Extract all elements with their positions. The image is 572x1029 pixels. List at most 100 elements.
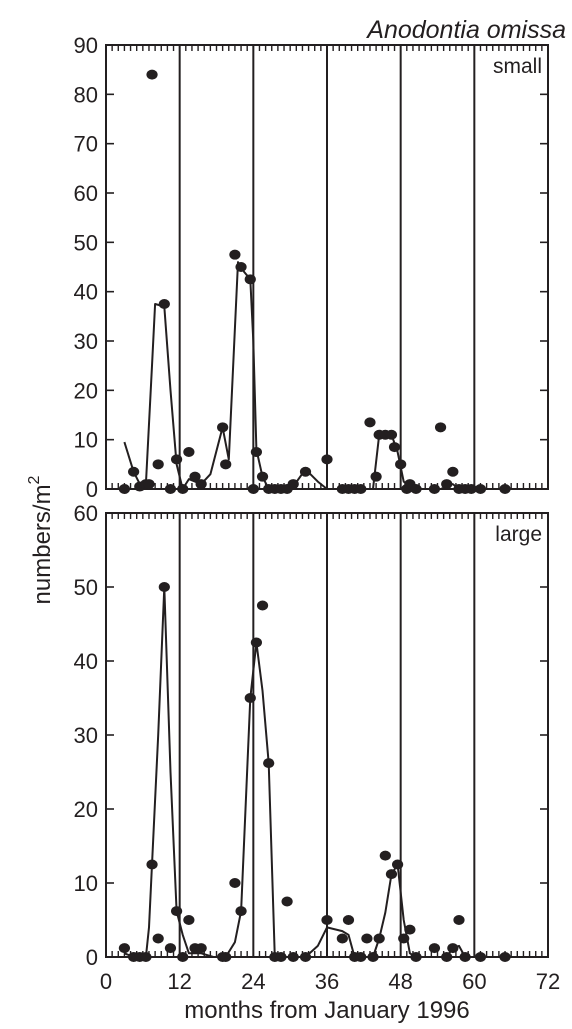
data-point <box>170 906 183 917</box>
data-point <box>146 69 158 80</box>
data-point <box>342 915 355 925</box>
x-axis-title: months from January 1996 <box>184 997 469 1024</box>
data-point <box>287 952 299 962</box>
data-point <box>410 952 422 962</box>
data-point <box>428 484 441 494</box>
y-tick-label: 90 <box>74 33 98 58</box>
data-point <box>364 417 376 428</box>
data-point <box>118 484 131 494</box>
x-tick-label: 36 <box>315 969 339 994</box>
data-point <box>388 442 401 453</box>
data-point <box>189 471 201 482</box>
data-point <box>321 454 333 465</box>
y-tick-label: 20 <box>74 797 98 822</box>
data-point <box>146 859 158 870</box>
data-point <box>336 933 348 944</box>
panel-small: 0 10 20 30 40 50 60 70 80 90 small <box>74 33 549 502</box>
y-axis-title: numbers/m2 <box>26 475 56 604</box>
data-point <box>158 582 170 592</box>
data-point <box>434 422 447 433</box>
data-point <box>453 915 465 925</box>
data-point <box>275 952 287 962</box>
data-point <box>465 484 477 494</box>
data-point <box>355 952 367 962</box>
data-point <box>229 878 241 888</box>
y-tick-label: 50 <box>74 575 98 600</box>
data-point <box>441 479 453 490</box>
y-tick-label: 40 <box>74 649 98 674</box>
data-point <box>140 952 152 962</box>
data-point <box>355 484 367 494</box>
data-point <box>177 484 189 494</box>
data-point <box>250 637 263 648</box>
data-point <box>367 952 379 962</box>
data-point <box>256 471 269 482</box>
x-tick-label: 0 <box>100 969 112 994</box>
y-tick-label: 60 <box>74 181 98 206</box>
panel-label: large <box>495 523 542 546</box>
x-tick-label: 72 <box>536 969 560 994</box>
data-point <box>441 952 453 962</box>
y-tick-label: 0 <box>86 477 98 502</box>
y-tick-label: 20 <box>74 378 98 403</box>
y-tick-label: 80 <box>74 82 98 107</box>
y-tick-label: 0 <box>86 945 98 970</box>
data-point <box>398 933 410 944</box>
data-point <box>395 459 407 470</box>
data-point <box>474 484 487 494</box>
data-point <box>235 906 247 917</box>
data-point <box>499 484 511 494</box>
x-tick-labels: 0 12 24 36 48 60 72 <box>100 969 560 994</box>
y-tick-label: 30 <box>74 329 98 354</box>
data-point <box>385 429 398 440</box>
data-point <box>128 466 140 477</box>
data-point <box>321 915 333 925</box>
y-axis-title-text: numbers/m <box>29 484 56 604</box>
data-point <box>428 943 441 954</box>
data-point <box>244 693 256 703</box>
y-tick-label: 70 <box>74 132 98 157</box>
y-tick-label: 40 <box>74 280 98 305</box>
data-point <box>183 447 195 457</box>
data-point <box>373 933 385 944</box>
data-point <box>170 454 183 465</box>
series-line <box>124 586 481 958</box>
data-point <box>164 484 177 494</box>
data-point <box>256 600 269 611</box>
data-point <box>217 422 229 433</box>
y-tick-label: 50 <box>74 230 98 255</box>
data-point <box>263 758 275 769</box>
y-tick-label: 30 <box>74 723 98 748</box>
data-point <box>281 896 293 907</box>
data-point <box>235 262 247 272</box>
data-point <box>183 915 195 925</box>
y-tick-label: 60 <box>74 501 98 526</box>
data-point <box>220 952 232 962</box>
data-point <box>410 484 422 494</box>
panel-large: 0 10 20 30 40 50 60 large <box>74 501 549 970</box>
x-tick-label: 48 <box>388 969 412 994</box>
data-point <box>152 933 164 944</box>
x-tick-label: 24 <box>241 969 265 994</box>
chart-title: Anodontia omissa <box>365 16 566 44</box>
data-point <box>143 479 155 490</box>
data-point <box>244 274 256 285</box>
y-tick-label: 10 <box>74 871 98 896</box>
data-point <box>404 924 416 935</box>
data-point <box>164 943 177 954</box>
data-point <box>499 952 511 962</box>
data-point <box>447 466 459 477</box>
panel-label: small <box>493 55 542 78</box>
data-point <box>177 952 189 962</box>
data-point <box>220 459 232 470</box>
data-point <box>299 466 312 477</box>
data-point <box>118 943 131 954</box>
y-axis-title-superscript: 2 <box>26 475 43 484</box>
data-point <box>385 869 398 880</box>
data-point <box>459 952 471 962</box>
data-point <box>195 479 207 490</box>
data-point <box>474 952 487 962</box>
data-point <box>287 479 299 490</box>
data-point <box>152 459 164 470</box>
